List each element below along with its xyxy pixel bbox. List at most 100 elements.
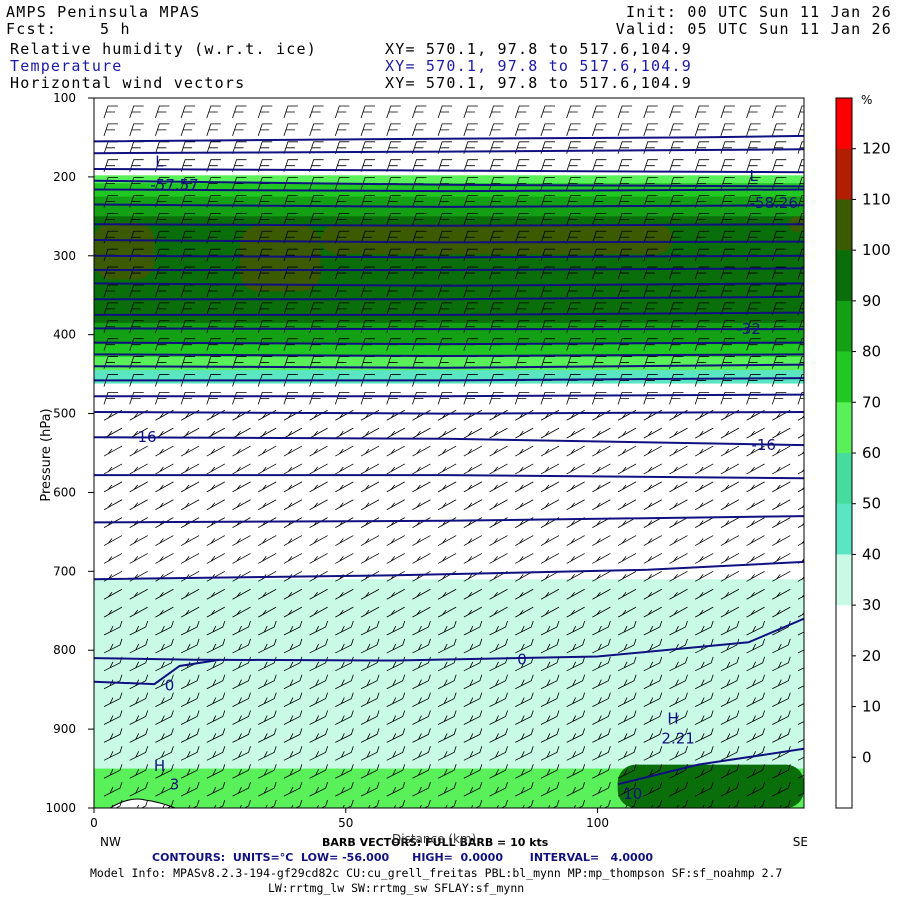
wind-barb [206,195,221,208]
wind-barb [617,266,633,280]
wind-barb [155,535,174,546]
wind-barb [797,522,804,528]
wind-barb [669,656,688,672]
wind-barb [514,105,530,119]
wind-barb [515,710,534,725]
wind-barb [540,105,555,119]
wind-barb [643,123,658,137]
wind-barb [566,674,586,690]
wind-barb [540,746,560,761]
wind-barb [720,374,735,387]
wind-barb [437,553,457,564]
y-tick-label: 200 [53,170,76,184]
wind-barb [566,746,586,761]
wind-barb [155,302,170,315]
wind-barb [386,553,405,564]
wind-barb [463,728,483,743]
wind-barb [746,374,761,387]
wind-barb [258,620,277,636]
wind-barb [617,391,633,405]
wind-barb [772,674,791,690]
wind-barb [334,391,350,405]
wind-barb [771,123,787,137]
temperature-contour-line [94,239,804,244]
wind-barb [797,649,804,654]
wind-barb [592,463,611,475]
wind-barb [694,159,710,172]
wind-barb [258,710,277,725]
wind-barb [155,588,174,600]
wind-barb [771,391,787,405]
colorbar-tick-label: 10 [862,698,881,716]
wind-barb [592,535,611,546]
wind-barb [643,781,663,797]
wind-barb [386,445,405,457]
extremum-mark: H [667,710,678,728]
wind-barb [412,588,431,600]
wind-barb [206,391,221,405]
temperature-contour-line [94,411,804,415]
wind-barb [592,674,611,690]
wind-barb [258,481,277,493]
wind-barb [155,481,174,493]
wind-barb [360,781,380,797]
wind-barb [129,445,148,457]
wind-barb [283,356,298,369]
wind-barb [213,799,226,808]
colorbar-tick-label: 70 [862,393,881,411]
y-tick-label: 400 [53,328,76,342]
model-info: Model Info: MPASv8.2.3-194-gf29cd82c CU:… [90,866,783,880]
wind-barb [694,123,710,137]
wind-barb [489,764,508,779]
wind-barb [643,692,663,707]
temperature-contour-line [94,254,804,259]
wind-barb [746,284,761,298]
wind-barb [232,481,251,493]
wind-barb [386,481,405,493]
wind-barb [463,391,478,405]
wind-barb [180,230,196,244]
wind-barb [669,356,684,369]
wind-barb [258,606,277,618]
wind-barb [566,588,585,600]
field-name-rh: Relative humidity (w.r.t. ice) [10,40,317,58]
wind-barb [283,638,303,654]
rh-patch [320,224,674,255]
wind-barb [566,656,586,672]
wind-barb [489,535,508,546]
wind-barb [103,553,123,564]
wind-barb [694,606,714,618]
wind-barb [437,710,457,725]
wind-barb [232,105,247,119]
wind-barb [232,781,251,797]
wind-barb [437,692,457,707]
contour-labels: -57.57 -58.26 -32 -16 -16 0 0 2.21 3 10 L L H H [132,153,798,803]
wind-barb [592,710,611,725]
wind-barb [797,666,804,672]
wind-barb [695,781,714,797]
temperature-contour-line [94,223,804,227]
wind-barb [437,427,457,439]
contour-label: 0 [165,677,175,695]
wind-barb [540,499,560,511]
wind-barb [129,266,144,280]
wind-barb [599,799,611,808]
wind-barb [669,266,684,280]
wind-barb [463,266,478,280]
wind-barb [720,159,735,172]
wind-barb [342,799,354,808]
wind-barb [772,427,791,439]
wind-barb [797,391,804,405]
wind-barb [463,123,478,137]
wind-barb [591,356,607,369]
wind-barb [463,445,483,457]
wind-barb [592,781,611,797]
wind-barb [540,212,555,226]
wind-barb [694,463,714,475]
wind-barb [514,266,530,280]
wind-barb [412,781,431,797]
contour-label: -16 [751,436,776,454]
wind-barb [463,212,478,226]
wind-barb [155,266,170,280]
